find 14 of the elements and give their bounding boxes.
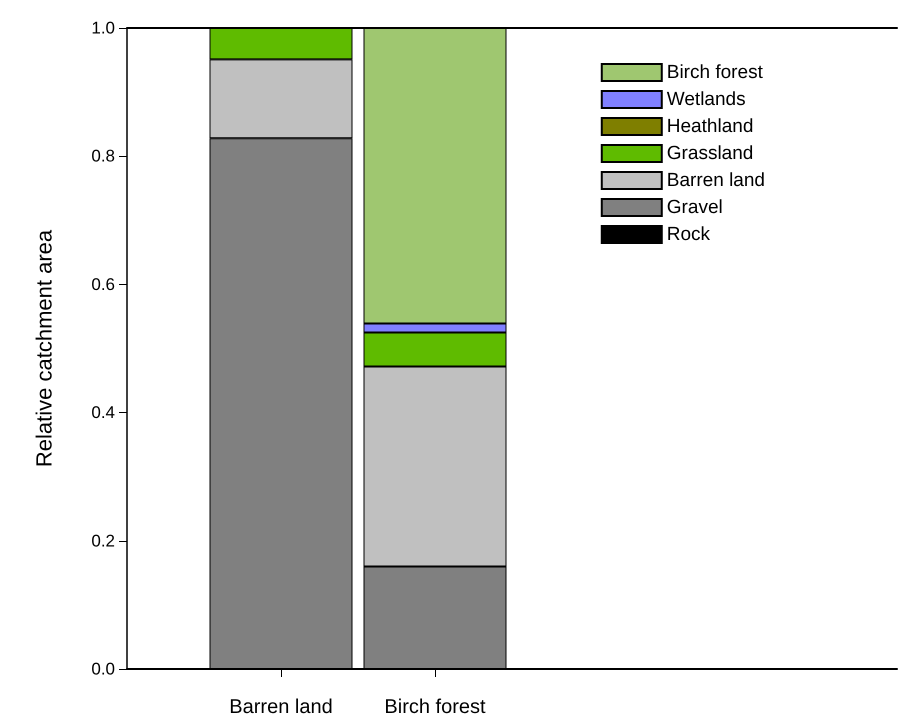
legend-label: Barren land	[666, 170, 766, 191]
legend-label: Heathland	[666, 116, 754, 137]
y-tick-label: 0.2	[91, 531, 115, 550]
y-tick-label: 0.4	[91, 403, 115, 422]
legend-label: Gravel	[666, 197, 723, 218]
legend-label: Birch forest	[666, 62, 764, 83]
legend-label: Wetlands	[666, 89, 746, 110]
y-tick-label: 0.6	[91, 274, 115, 294]
legend-label: Rock	[666, 224, 711, 245]
legend-label: Grassland	[666, 143, 754, 164]
y-axis-title: Relative catchment area	[32, 229, 56, 468]
y-tick-label: 0.8	[91, 146, 115, 166]
y-tick-label: 1.0	[91, 18, 115, 38]
y-tick-label: 0.0	[91, 660, 115, 678]
